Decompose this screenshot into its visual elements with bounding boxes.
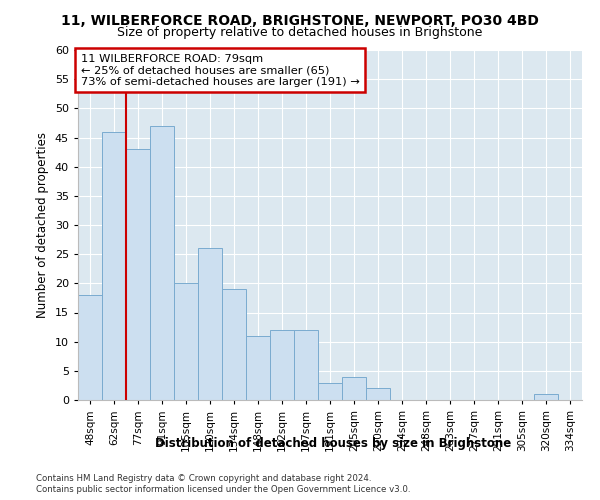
Bar [102, 132, 126, 400]
Text: Contains public sector information licensed under the Open Government Licence v3: Contains public sector information licen… [36, 485, 410, 494]
Bar [78, 295, 102, 400]
Bar [174, 284, 198, 400]
Text: Distribution of detached houses by size in Brighstone: Distribution of detached houses by size … [155, 438, 511, 450]
Bar [126, 149, 150, 400]
Text: Size of property relative to detached houses in Brighstone: Size of property relative to detached ho… [118, 26, 482, 39]
Bar [534, 394, 558, 400]
Bar [294, 330, 318, 400]
Bar [318, 382, 342, 400]
Bar [198, 248, 222, 400]
Y-axis label: Number of detached properties: Number of detached properties [36, 132, 49, 318]
Bar [366, 388, 390, 400]
Bar [222, 289, 246, 400]
Bar [150, 126, 174, 400]
Bar [342, 376, 366, 400]
Text: 11, WILBERFORCE ROAD, BRIGHSTONE, NEWPORT, PO30 4BD: 11, WILBERFORCE ROAD, BRIGHSTONE, NEWPOR… [61, 14, 539, 28]
Text: 11 WILBERFORCE ROAD: 79sqm
← 25% of detached houses are smaller (65)
73% of semi: 11 WILBERFORCE ROAD: 79sqm ← 25% of deta… [80, 54, 359, 86]
Bar [246, 336, 270, 400]
Bar [270, 330, 294, 400]
Text: Contains HM Land Registry data © Crown copyright and database right 2024.: Contains HM Land Registry data © Crown c… [36, 474, 371, 483]
